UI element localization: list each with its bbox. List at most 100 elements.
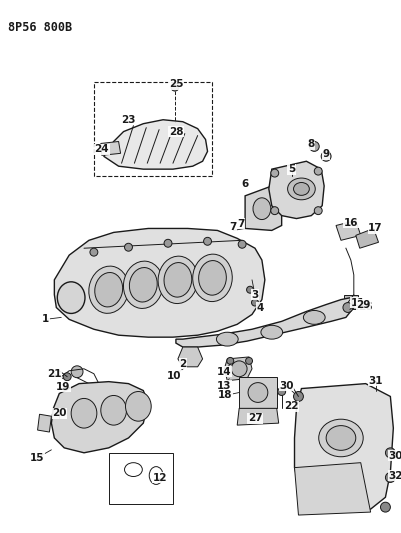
Circle shape xyxy=(164,239,172,247)
Polygon shape xyxy=(101,141,120,155)
Polygon shape xyxy=(51,382,148,453)
Polygon shape xyxy=(245,186,281,230)
Text: 14: 14 xyxy=(217,367,231,377)
Ellipse shape xyxy=(287,178,314,200)
Text: 6: 6 xyxy=(241,179,248,189)
Text: 23: 23 xyxy=(121,115,136,125)
Text: 4: 4 xyxy=(255,303,263,312)
Ellipse shape xyxy=(158,256,197,303)
Ellipse shape xyxy=(293,182,308,195)
Text: 28: 28 xyxy=(168,127,183,136)
Circle shape xyxy=(237,240,245,248)
Circle shape xyxy=(63,373,71,381)
Text: 8P56 800B: 8P56 800B xyxy=(8,21,72,34)
Polygon shape xyxy=(294,463,370,515)
Ellipse shape xyxy=(318,419,362,457)
Circle shape xyxy=(320,151,330,161)
Text: 20: 20 xyxy=(52,408,67,418)
Polygon shape xyxy=(355,229,378,248)
Text: 11: 11 xyxy=(350,297,364,308)
Ellipse shape xyxy=(71,399,97,428)
Text: 7: 7 xyxy=(237,219,244,229)
Circle shape xyxy=(124,243,132,251)
Text: 30: 30 xyxy=(279,381,293,391)
Ellipse shape xyxy=(303,311,324,324)
Circle shape xyxy=(270,207,278,215)
Ellipse shape xyxy=(129,268,157,302)
Circle shape xyxy=(247,383,267,402)
Polygon shape xyxy=(178,347,202,367)
Text: 25: 25 xyxy=(168,79,183,89)
Text: 3: 3 xyxy=(251,289,258,300)
Ellipse shape xyxy=(216,332,237,346)
Circle shape xyxy=(245,358,252,365)
Bar xyxy=(94,82,212,176)
Text: 7: 7 xyxy=(229,222,236,232)
Text: 16: 16 xyxy=(343,217,357,228)
Ellipse shape xyxy=(260,325,282,339)
Polygon shape xyxy=(268,161,323,219)
Text: 12: 12 xyxy=(152,472,167,482)
Polygon shape xyxy=(224,357,251,381)
Polygon shape xyxy=(176,297,353,347)
Circle shape xyxy=(293,392,303,401)
Text: 22: 22 xyxy=(284,401,298,411)
Text: 27: 27 xyxy=(247,413,261,423)
Bar xyxy=(239,377,276,408)
Circle shape xyxy=(270,169,278,177)
Text: 17: 17 xyxy=(367,223,382,233)
Ellipse shape xyxy=(164,263,191,297)
Text: 1: 1 xyxy=(42,314,49,325)
Ellipse shape xyxy=(198,261,226,295)
Text: 10: 10 xyxy=(166,371,181,381)
Text: 31: 31 xyxy=(367,376,382,386)
Text: 24: 24 xyxy=(94,144,109,155)
Circle shape xyxy=(71,366,83,378)
Circle shape xyxy=(308,141,318,151)
Text: 18: 18 xyxy=(217,391,232,400)
Circle shape xyxy=(385,448,394,458)
Text: 32: 32 xyxy=(387,471,401,481)
Ellipse shape xyxy=(101,395,126,425)
Circle shape xyxy=(203,237,211,245)
Text: 26: 26 xyxy=(358,302,372,311)
Polygon shape xyxy=(237,408,278,425)
Bar xyxy=(108,453,172,504)
Text: 21: 21 xyxy=(47,369,61,379)
Polygon shape xyxy=(54,229,264,337)
Circle shape xyxy=(314,167,321,175)
Text: 5: 5 xyxy=(287,164,294,174)
Polygon shape xyxy=(37,414,51,432)
Ellipse shape xyxy=(192,254,232,302)
Polygon shape xyxy=(294,384,392,512)
Text: 13: 13 xyxy=(217,381,231,391)
Polygon shape xyxy=(343,295,357,310)
Ellipse shape xyxy=(57,282,85,313)
Ellipse shape xyxy=(89,266,128,313)
Circle shape xyxy=(170,83,178,91)
Text: 19: 19 xyxy=(56,382,70,392)
Text: 8: 8 xyxy=(307,140,314,149)
Polygon shape xyxy=(103,120,207,169)
Text: 2: 2 xyxy=(179,359,186,369)
Circle shape xyxy=(380,502,389,512)
Circle shape xyxy=(226,358,233,365)
Text: 29: 29 xyxy=(356,300,370,310)
Circle shape xyxy=(231,361,247,377)
Circle shape xyxy=(246,286,253,293)
Circle shape xyxy=(314,207,321,215)
Ellipse shape xyxy=(123,261,163,309)
Circle shape xyxy=(277,387,285,395)
Circle shape xyxy=(342,303,352,312)
Polygon shape xyxy=(335,221,360,240)
Ellipse shape xyxy=(325,426,355,450)
Text: 30: 30 xyxy=(387,451,401,461)
Text: 15: 15 xyxy=(30,453,45,463)
Ellipse shape xyxy=(252,198,270,220)
Ellipse shape xyxy=(125,392,151,421)
Circle shape xyxy=(385,473,394,482)
Circle shape xyxy=(251,299,258,306)
Ellipse shape xyxy=(95,272,122,307)
Text: 9: 9 xyxy=(322,149,329,159)
Circle shape xyxy=(90,248,97,256)
